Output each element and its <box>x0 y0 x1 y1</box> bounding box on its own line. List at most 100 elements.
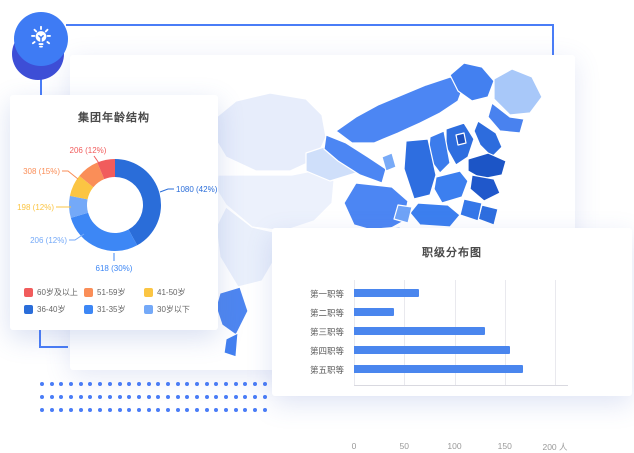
lightbulb-icon <box>31 25 51 48</box>
decor-dot <box>88 382 93 386</box>
decor-dot <box>88 394 93 399</box>
donut-slice-41-50岁[interactable] <box>69 175 94 200</box>
donut-value-label: 1080 (42%) <box>176 185 218 194</box>
x-tick-label: 0 <box>351 441 357 451</box>
legend-label: 36-40岁 <box>37 305 66 314</box>
decor-dot <box>253 407 258 412</box>
donut-callout-line <box>93 155 102 167</box>
legend-swatch <box>84 288 93 297</box>
legend-swatch <box>84 305 93 314</box>
decor-dot <box>107 382 112 386</box>
decor-dot <box>262 382 267 386</box>
bar-第一职等[interactable] <box>354 289 420 297</box>
legend-item-60岁及以上[interactable]: 60岁及以上 <box>24 287 84 298</box>
donut-slice-31-35岁[interactable] <box>70 212 138 251</box>
map-region-beijing[interactable] <box>455 132 467 146</box>
legend-item-41-50岁[interactable]: 41-50岁 <box>144 287 204 298</box>
map-region-henan[interactable] <box>433 170 469 204</box>
map-region-gansu[interactable] <box>323 134 387 184</box>
legend-item-30岁以下[interactable]: 30岁以下 <box>144 304 204 315</box>
legend-swatch <box>144 288 153 297</box>
bar-row <box>354 308 395 316</box>
decor-dot <box>204 382 209 386</box>
decor-dot <box>98 394 103 399</box>
map-region-hubei[interactable] <box>409 202 461 228</box>
bar-row <box>354 327 485 335</box>
decor-dot <box>49 382 54 386</box>
bar-category-label: 第一职等 <box>309 289 344 299</box>
decor-dot <box>195 407 199 412</box>
decor-dot <box>49 407 54 412</box>
age-donut-chart: 1080 (42%) 618 (30%) 206 (12%) 198 (12%) 308… <box>17 146 218 273</box>
map-region-yunnan-west-2[interactable] <box>223 332 239 358</box>
decor-dot <box>146 382 151 386</box>
donut-value-label: 206 (12%) <box>30 236 67 245</box>
donut-callout-line <box>69 233 85 241</box>
rank-distribution-card: 职级分布图 0 50 100 150 200 人 第一职等 第二职等 第三职等 第四职等 第五职… <box>272 228 632 452</box>
map-region-shaanxi[interactable] <box>403 138 437 200</box>
legend-label: 41-50岁 <box>157 288 186 297</box>
legend-item-36-40岁[interactable]: 36-40岁 <box>24 304 84 315</box>
map-region-ningxia[interactable] <box>381 152 397 172</box>
decor-dot <box>224 394 229 399</box>
decor-dot <box>262 407 267 412</box>
donut-slice-30岁以下[interactable] <box>69 195 89 218</box>
decor-dot <box>117 407 122 412</box>
legend-swatch <box>24 288 33 297</box>
donut-slice-51-59岁[interactable] <box>79 162 105 188</box>
decor-dot <box>175 407 180 412</box>
map-region-jilin[interactable] <box>487 102 525 134</box>
map-region-yunnan-west-1[interactable] <box>215 286 249 336</box>
map-region-heilongjiang-east[interactable] <box>493 68 543 116</box>
map-region-chongqing[interactable] <box>393 204 413 224</box>
legend-item-51-59岁[interactable]: 51-59岁 <box>84 287 144 298</box>
donut-value-label: 308 (15%) <box>23 167 60 176</box>
bar-row <box>354 365 523 373</box>
dot-grid-decoration <box>40 382 273 420</box>
legend-swatch <box>144 305 153 314</box>
decor-dot <box>127 394 132 399</box>
decor-dot <box>136 382 141 386</box>
bar-category-label: 第三职等 <box>309 327 344 337</box>
decor-dot <box>214 394 219 399</box>
decor-dot <box>233 394 238 399</box>
decor-dot <box>262 394 267 399</box>
donut-slice-60岁及以上[interactable] <box>97 159 115 180</box>
donut-slice-36-40岁[interactable] <box>115 159 161 246</box>
map-region-jiangsu[interactable] <box>469 174 501 202</box>
decor-dot <box>117 394 122 399</box>
decor-dot <box>146 394 151 399</box>
x-tick-label: 150 <box>497 441 512 451</box>
decor-dot <box>185 382 190 386</box>
map-region-tibet[interactable] <box>215 168 335 232</box>
decor-dot <box>40 382 44 386</box>
china-map <box>213 62 543 358</box>
bar-第四职等[interactable] <box>354 346 510 354</box>
decor-dot <box>243 407 248 412</box>
legend-swatch <box>24 305 33 314</box>
x-tick-label: 50 <box>399 441 409 451</box>
decor-dot <box>165 382 170 386</box>
decor-dot <box>59 394 64 399</box>
decor-dot <box>195 394 199 399</box>
bar-第三职等[interactable] <box>354 327 485 335</box>
decor-dot <box>214 407 219 412</box>
legend-label: 60岁及以上 <box>37 288 78 297</box>
map-region-heilongjiang-west[interactable] <box>449 62 495 102</box>
bar-第五职等[interactable] <box>354 365 523 373</box>
map-region-shandong[interactable] <box>467 152 507 180</box>
decor-dot <box>224 382 229 386</box>
decor-dot <box>117 382 122 386</box>
decor-dot <box>127 407 132 412</box>
decor-dot <box>195 382 199 386</box>
bar-第二职等[interactable] <box>354 308 395 316</box>
decor-dot <box>224 407 229 412</box>
decor-dot <box>156 382 161 386</box>
age-legend: 60岁及以上 51-59岁 41-50岁 36-40岁 31-35岁 30岁以下 <box>24 287 204 315</box>
decor-dot <box>253 382 258 386</box>
legend-label: 31-35岁 <box>97 305 126 314</box>
decor-dot <box>136 407 141 412</box>
decor-dot <box>243 394 248 399</box>
legend-item-31-35岁[interactable]: 31-35岁 <box>84 304 144 315</box>
map-region-anhui[interactable] <box>459 198 483 222</box>
